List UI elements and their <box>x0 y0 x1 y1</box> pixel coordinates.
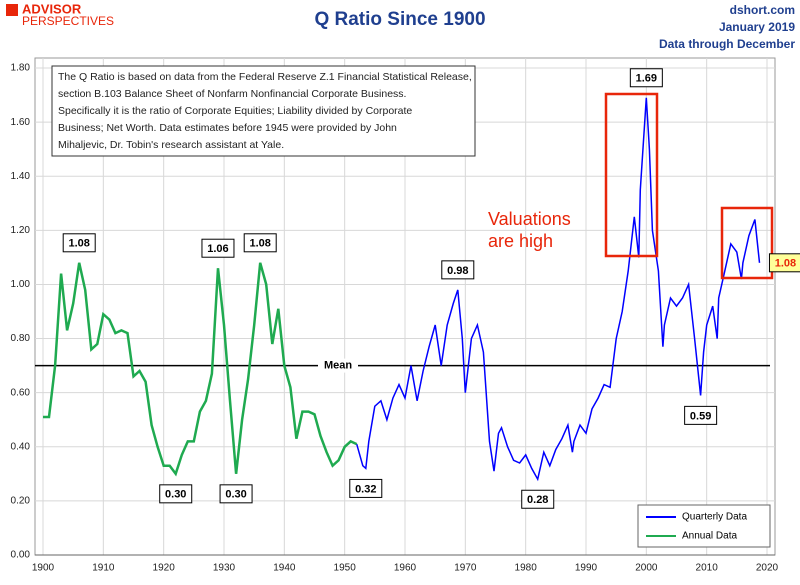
highlight-box <box>720 206 774 280</box>
logo-top: ADVISOR <box>22 1 82 16</box>
callout-label: 1.06 <box>207 243 228 255</box>
callout-label: 1.08 <box>68 238 89 250</box>
y-tick-label: 1.40 <box>11 171 31 182</box>
x-tick-label: 1960 <box>394 563 417 574</box>
x-tick-label: 1980 <box>515 563 538 574</box>
x-tick-label: 1970 <box>454 563 477 574</box>
y-tick-label: 0.20 <box>11 496 31 507</box>
x-tick-label: 2010 <box>696 563 719 574</box>
logo-mark <box>6 4 18 16</box>
x-tick-label: 1930 <box>213 563 236 574</box>
y-tick-label: 1.00 <box>11 279 31 290</box>
callout-box <box>159 484 193 504</box>
callout-box <box>349 478 383 498</box>
highlight-box <box>604 92 659 258</box>
x-tick-label: 1950 <box>334 563 357 574</box>
callout-box <box>243 233 277 253</box>
callout-label: 0.59 <box>690 410 711 422</box>
x-tick-label: 1910 <box>92 563 115 574</box>
callout-box <box>629 68 663 88</box>
note-line: Specifically it is the ratio of Corporat… <box>58 105 412 117</box>
data-through: Data through December <box>659 37 795 51</box>
source: dshort.com <box>730 3 795 17</box>
data-line <box>355 97 761 482</box>
y-tick-label: 0.80 <box>11 333 31 344</box>
callout-label: 0.98 <box>447 265 468 277</box>
callout-box <box>441 260 475 280</box>
y-tick-label: 0.40 <box>11 441 31 452</box>
mean-label: Mean <box>324 360 352 372</box>
y-tick-label: 1.60 <box>11 117 31 128</box>
mean-label-bg <box>318 358 358 373</box>
comment: are high <box>488 231 553 251</box>
legend-label: Quarterly Data <box>682 512 747 523</box>
note-line: The Q Ratio is based on data from the Fe… <box>58 71 472 83</box>
y-tick-label: 0.60 <box>11 387 31 398</box>
callout-label: 0.30 <box>165 489 186 501</box>
x-tick-label: 1990 <box>575 563 598 574</box>
x-tick-label: 1920 <box>153 563 176 574</box>
x-tick-label: 1940 <box>273 563 296 574</box>
legend-label: Annual Data <box>682 531 737 542</box>
x-tick-label: 2000 <box>635 563 658 574</box>
x-tick-label: 1900 <box>32 563 55 574</box>
callout-label: 0.28 <box>527 494 548 506</box>
callout-label: 0.30 <box>225 489 246 501</box>
callout-box <box>521 489 555 509</box>
callout-box <box>201 238 235 258</box>
callout-label: 0.32 <box>355 483 376 495</box>
chart-title: Q Ratio Since 1900 <box>314 9 485 30</box>
callout-label: 1.08 <box>249 238 270 250</box>
callout-box <box>684 405 718 425</box>
comment: Valuations <box>488 209 571 229</box>
legend-box <box>637 504 771 548</box>
callout-label: 1.69 <box>636 73 657 85</box>
x-tick-label: 2020 <box>756 563 779 574</box>
note-line: Mihaljevic, Dr. Tobin's research assista… <box>58 139 284 151</box>
callout-box <box>768 253 800 273</box>
note-line: section B.103 Balance Sheet of Nonfarm N… <box>58 88 406 100</box>
note-line: Business; Net Worth. Data estimates befo… <box>58 122 397 134</box>
callout-box <box>62 233 96 253</box>
y-tick-label: 0.00 <box>11 550 31 561</box>
date: January 2019 <box>719 20 795 34</box>
logo-bottom: PERSPECTIVES <box>22 14 114 28</box>
callout-label: 1.08 <box>775 258 796 270</box>
y-tick-label: 1.20 <box>11 225 31 236</box>
data-line <box>43 262 358 477</box>
note-box <box>51 65 476 157</box>
callout-box <box>219 484 253 504</box>
y-tick-label: 1.80 <box>11 63 31 74</box>
